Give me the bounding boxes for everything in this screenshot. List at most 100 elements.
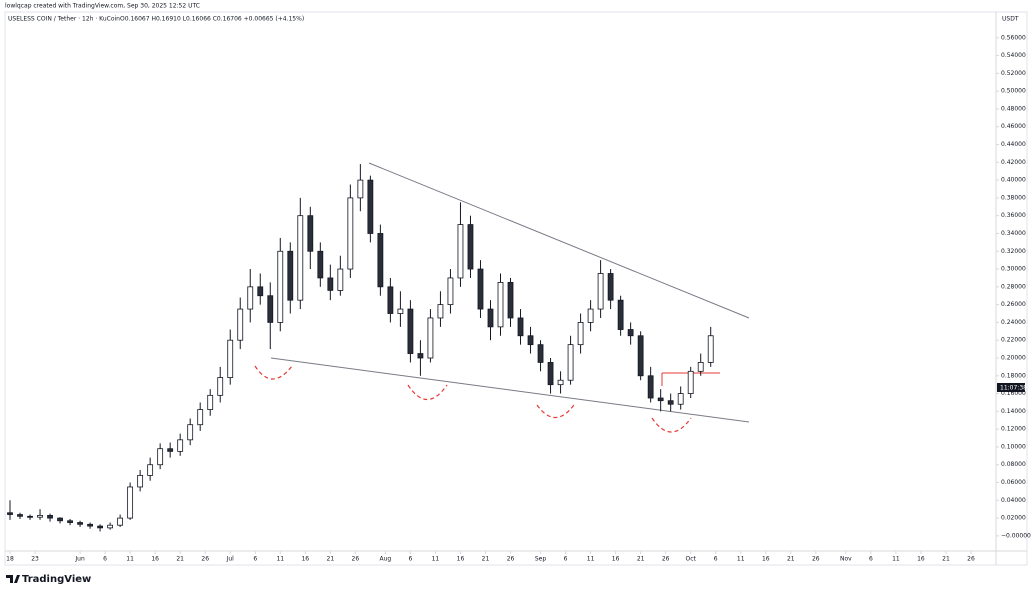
- x-tick-label: 26: [967, 556, 975, 563]
- x-tick-label: 16: [612, 556, 620, 563]
- arc: [254, 365, 293, 380]
- y-tick-label: 0.12000: [1001, 426, 1026, 433]
- ohlc-header: O0.16067 H0.16910 L0.16066 C0.16706 +0.0…: [120, 16, 304, 23]
- candle-body: [677, 393, 684, 405]
- candle-body: [527, 335, 534, 346]
- y-tick-label: 0.36000: [1001, 212, 1026, 219]
- candle-body: [427, 317, 434, 359]
- candle-body: [107, 524, 114, 529]
- arc: [536, 404, 575, 419]
- lower-trendline: [270, 357, 750, 423]
- y-axis-unit: USDT: [1002, 16, 1019, 23]
- candle-body: [607, 273, 614, 301]
- candle-body: [17, 514, 23, 517]
- candle-body: [337, 268, 344, 291]
- x-tick-label: 21: [176, 556, 184, 563]
- candle-body: [317, 250, 324, 279]
- countdown-box: [997, 383, 1025, 392]
- y-tick-label: 0.20000: [1001, 354, 1026, 361]
- candle-body: [197, 409, 204, 426]
- x-tick-label: Nov: [840, 556, 852, 563]
- logo-icon: [6, 575, 20, 583]
- x-tick-label: 21: [942, 556, 950, 563]
- candle-body: [87, 523, 93, 527]
- y-tick-label: 0.10000: [1001, 443, 1026, 450]
- y-tick-label: −0.00000: [1001, 532, 1031, 539]
- x-tick-label: Sep: [535, 556, 547, 563]
- upper-trendline: [368, 162, 750, 319]
- candle-body: [57, 517, 63, 522]
- x-tick-label: 26: [507, 556, 515, 563]
- arc: [407, 384, 448, 401]
- candle-body: [387, 286, 394, 314]
- candle-body: [627, 329, 634, 337]
- candle-body: [447, 277, 454, 306]
- candle-body: [467, 224, 474, 270]
- candle-body: [247, 286, 254, 310]
- candle-body: [457, 224, 464, 279]
- x-tick-label: 16: [917, 556, 925, 563]
- candle-body: [127, 486, 134, 519]
- y-tick-label: 0.28000: [1001, 283, 1026, 290]
- candle-body: [587, 308, 594, 323]
- candle-body: [177, 439, 184, 452]
- candle-body: [507, 281, 514, 319]
- candle-body: [437, 304, 444, 319]
- x-tick-label: 23: [31, 556, 39, 563]
- candle-body: [147, 464, 154, 476]
- candle-body: [357, 179, 364, 199]
- y-tick-label: 0.56000: [1001, 34, 1026, 41]
- candle-body: [657, 397, 664, 402]
- y-tick-label: 0.48000: [1001, 105, 1026, 112]
- chart-frame: [4, 11, 1028, 566]
- y-tick-label: 0.50000: [1001, 88, 1026, 95]
- x-tick-label: 21: [787, 556, 795, 563]
- candle-body: [297, 215, 304, 301]
- x-tick-label: 11: [737, 556, 745, 563]
- candle-body: [407, 308, 414, 354]
- x-tick-label: 26: [352, 556, 360, 563]
- x-tick-label: 16: [457, 556, 465, 563]
- candle-body: [417, 353, 424, 359]
- x-tick-label: 21: [327, 556, 335, 563]
- candle-body: [167, 448, 174, 452]
- y-tick-label: 0.14000: [1001, 408, 1026, 415]
- x-tick-label: 16: [151, 556, 159, 563]
- x-tick-label: 11: [126, 556, 134, 563]
- x-tick-label: 11: [892, 556, 900, 563]
- x-tick-label: Jun: [74, 556, 85, 563]
- y-tick-label: 0.52000: [1001, 70, 1026, 77]
- y-tick-label: 0.46000: [1001, 123, 1026, 130]
- candle-body: [7, 512, 13, 515]
- candle-body: [47, 515, 53, 519]
- attribution: lowlqcap created with TradingView.com, S…: [5, 3, 200, 10]
- candle-body: [257, 286, 264, 297]
- x-tick-label: 6: [103, 556, 107, 563]
- candle-body: [137, 474, 144, 488]
- candle-body: [537, 344, 544, 363]
- x-tick-label: 11: [587, 556, 595, 563]
- brand: TradingView: [22, 574, 91, 585]
- x-tick-label: Jul: [226, 556, 235, 563]
- y-tick-label: 0.08000: [1001, 461, 1026, 468]
- candle-body: [327, 277, 334, 291]
- y-tick-label: 0.30000: [1001, 266, 1026, 273]
- x-tick-label: 16: [762, 556, 770, 563]
- candle-body: [27, 515, 33, 518]
- y-tick-label: 0.06000: [1001, 479, 1026, 486]
- candle-body: [217, 377, 224, 396]
- x-tick-label: Aug: [380, 556, 392, 563]
- candle-body: [77, 522, 83, 525]
- y-tick-label: 0.38000: [1001, 194, 1026, 201]
- candle-body: [617, 299, 624, 330]
- x-tick-label: 11: [276, 556, 284, 563]
- x-tick-label: 18: [6, 556, 14, 563]
- x-tick-label: 6: [714, 556, 718, 563]
- y-tick-label: 0.44000: [1001, 141, 1026, 148]
- candle-body: [667, 400, 674, 405]
- candle-body: [267, 295, 274, 323]
- candle-body: [637, 335, 644, 377]
- x-tick-label: 21: [482, 556, 490, 563]
- y-tick-label: 0.04000: [1001, 497, 1026, 504]
